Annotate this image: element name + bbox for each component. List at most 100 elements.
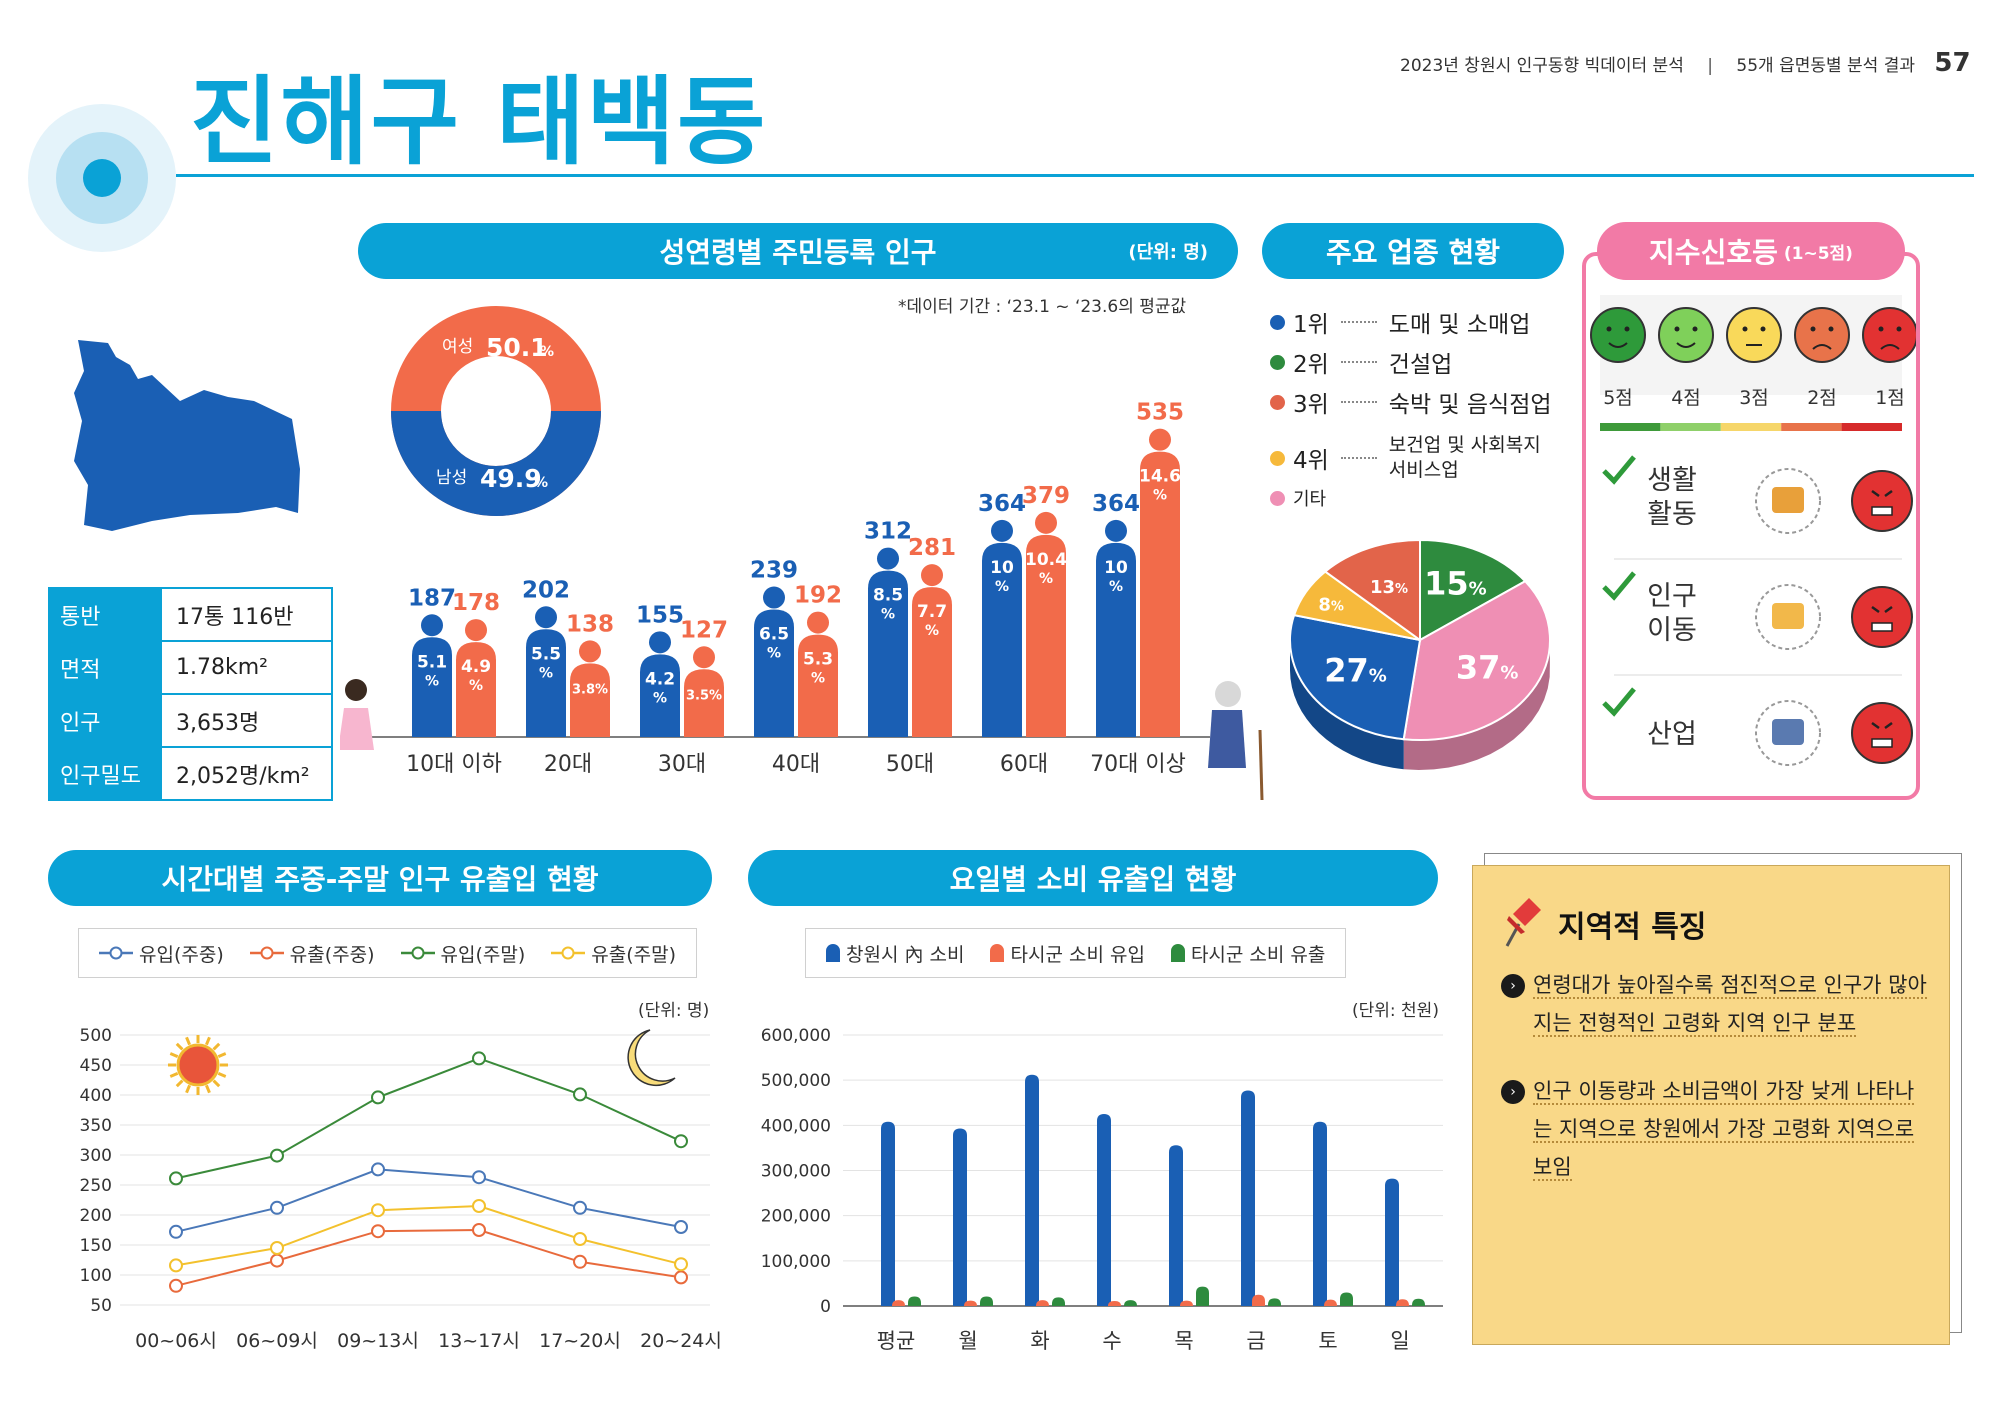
age-bar-head xyxy=(1105,519,1127,542)
legend-label: 유입(주말) xyxy=(440,943,526,966)
sun-ray-icon xyxy=(175,1042,184,1051)
signal-score-label: 3점 xyxy=(1739,387,1769,409)
chevron-right-icon: › xyxy=(1501,974,1525,998)
sun-ray-icon xyxy=(175,1079,184,1088)
age-bar-head xyxy=(1149,428,1171,451)
info-key: 인구밀도 xyxy=(48,746,162,801)
sun-ray-icon xyxy=(217,1052,227,1058)
series-point xyxy=(674,1270,688,1285)
info-value: 3,653명 xyxy=(160,693,333,748)
age-bar-head xyxy=(535,606,557,629)
illustration-shape xyxy=(1772,719,1804,745)
series-point xyxy=(169,1171,183,1186)
age-value-label: 364 xyxy=(1092,491,1140,517)
legend-label: 창원시 內 소비 xyxy=(846,943,965,966)
face-eye-icon xyxy=(1828,326,1834,332)
age-bar-head xyxy=(807,611,829,634)
age-pct-sign: % xyxy=(995,579,1009,595)
leader-dots xyxy=(1340,401,1377,403)
age-bar-head xyxy=(421,614,443,637)
day-bar xyxy=(1340,1292,1353,1306)
day-section-title: 요일별 소비 유출입 현황 xyxy=(949,863,1237,896)
y-tick-label: 400,000 xyxy=(761,1116,831,1136)
age-value-label: 127 xyxy=(680,617,728,643)
x-tick-label: 토 xyxy=(1318,1329,1337,1353)
legend-inflow-weekday: 유입(주중) xyxy=(99,940,224,967)
age-value-label: 379 xyxy=(1022,483,1070,509)
angry-face-icon xyxy=(1851,470,1913,532)
life-activity-icon xyxy=(1755,468,1821,534)
signal-score-label: 2점 xyxy=(1807,387,1837,409)
face-mouth-icon xyxy=(1880,344,1900,350)
y-tick-label: 400 xyxy=(80,1086,112,1106)
age-value-label: 281 xyxy=(908,535,956,561)
sun-ray-icon xyxy=(212,1042,221,1051)
time-line-chart: 500 450 400 350 300 250 200 150 100 50 00~06시 06~09… xyxy=(80,1026,720,1352)
age-bar xyxy=(526,629,566,737)
age-section-title: 성연령별 주민등록 인구 xyxy=(659,236,937,269)
age-bar-head xyxy=(991,519,1013,542)
legend-inflow-weekend: 유입(주말) xyxy=(400,940,526,967)
district-map xyxy=(74,340,300,531)
legend-dot-icon xyxy=(1270,490,1285,506)
y-tick-label: 200 xyxy=(80,1206,112,1226)
info-table: 통반 17통 116반 면적 1.78km² 인구 3,653명 인구밀도 2,052명… xyxy=(48,587,333,801)
face-mouth-icon xyxy=(1871,506,1893,516)
pie-pct-sign: % xyxy=(1369,666,1387,687)
donut-female-label: 여성 xyxy=(442,337,473,357)
note-title: 지역적 특징 xyxy=(1558,910,1707,945)
day-bar xyxy=(881,1121,895,1306)
leader-dots xyxy=(1340,321,1377,323)
sun-ray-icon xyxy=(205,1084,211,1094)
face-eye-icon xyxy=(1674,326,1680,332)
sun-ray-icon xyxy=(169,1072,179,1078)
y-tick-label: 500,000 xyxy=(761,1071,831,1091)
age-pct-sign: % xyxy=(767,646,781,662)
day-bar xyxy=(1108,1301,1121,1306)
illustration-shape xyxy=(1772,487,1804,513)
x-tick-label: 20~24시 xyxy=(640,1330,720,1352)
x-tick-label: 금 xyxy=(1246,1329,1265,1353)
signal-row-label: 생활 xyxy=(1647,465,1697,496)
series-point xyxy=(371,1090,385,1105)
angry-face-icon xyxy=(1851,702,1913,764)
time-section-header: 시간대별 주중-주말 인구 유출입 현황 xyxy=(48,850,712,906)
age-pct-label: 10.4 xyxy=(1025,550,1067,570)
age-pct-label: 14.6 xyxy=(1139,467,1181,487)
face-eye-icon xyxy=(1692,326,1698,332)
y-tick-label: 350 xyxy=(80,1116,112,1136)
industry-name: 건설업 xyxy=(1388,352,1453,378)
industry-section-title: 주요 업종 현황 xyxy=(1325,236,1501,269)
y-tick-label: 300,000 xyxy=(761,1162,831,1182)
age-pct-label: 4.9 xyxy=(461,657,491,677)
signal-section-header: 지수신호등 (1~5점) xyxy=(1597,222,1905,280)
info-row: 통반 17통 116반 xyxy=(48,587,333,642)
face-mouth-icon xyxy=(1812,344,1832,350)
sun-icon xyxy=(176,1043,220,1087)
age-bar-head xyxy=(579,640,601,663)
industry-legend-item: 기타 xyxy=(1270,485,1326,511)
age-bar xyxy=(1096,542,1136,737)
age-pct-sign: % xyxy=(1039,571,1053,587)
pie-value-label: 13% xyxy=(1370,577,1408,598)
signal-face-icon xyxy=(1862,307,1916,363)
age-pct-label: 7.7 xyxy=(917,602,947,622)
industry-rank: 4위 xyxy=(1293,448,1329,474)
series-point xyxy=(169,1258,183,1273)
age-category-label: 20대 xyxy=(544,752,592,777)
pie-slice-side xyxy=(1290,640,1404,770)
info-value: 1.78km² xyxy=(160,640,333,695)
x-tick-label: 13~17시 xyxy=(438,1330,520,1352)
signal-row-label: 인구 xyxy=(1647,581,1697,612)
y-tick-label: 0 xyxy=(820,1297,831,1317)
age-pct-sign: % xyxy=(1109,579,1123,595)
moon-icon xyxy=(627,1029,676,1087)
y-tick-label: 150 xyxy=(80,1236,112,1256)
legend-dot-icon xyxy=(1270,354,1285,370)
y-tick-label: 100,000 xyxy=(761,1252,831,1272)
legend-line-icon xyxy=(249,946,284,960)
age-bar-head xyxy=(877,547,899,570)
signal-bar-segment xyxy=(1841,423,1902,431)
y-tick-label: 300 xyxy=(80,1146,112,1166)
signal-score-label: 4점 xyxy=(1671,387,1701,409)
